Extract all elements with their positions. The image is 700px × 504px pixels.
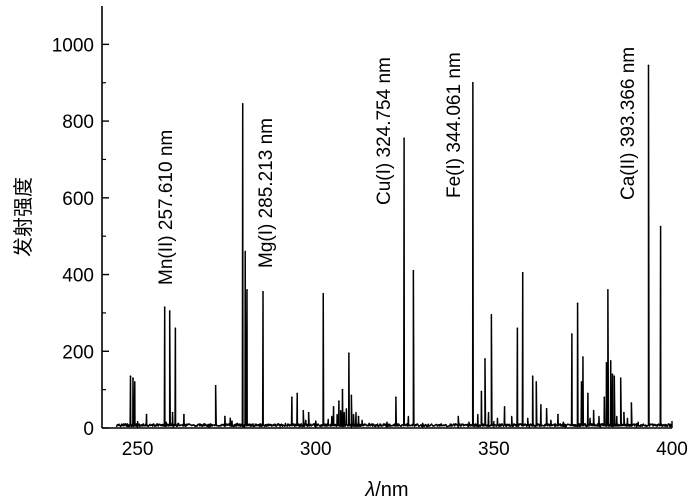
spectrum-peak [607,289,609,291]
spectrum-peak [332,406,335,408]
peak-annotation: Mn(II) 257.610 nm [156,130,177,285]
spectrum-peak [521,271,524,274]
spectrum-peak [302,409,305,412]
plot-area [115,64,673,428]
peak-annotation: Mg(I) 285.213 nm [256,118,277,268]
spectrum-peak [174,327,177,330]
spectrum-peak [587,392,589,395]
spectrum-peak [403,137,405,140]
spectrum-peak [531,375,534,378]
spectrum-peak [545,408,548,410]
spectrum-peak [350,394,353,397]
spectrum-peak [229,417,232,420]
y-tick-label: 200 [62,342,94,363]
spectrum-peak [659,225,662,228]
spectrum-peak [576,302,579,305]
spectrum-peak [623,411,625,414]
spectrum-peak [630,402,633,404]
spectrum-peak [605,361,608,364]
x-axis-title: λ/nm [364,479,408,501]
peak-annotation: Cu(I) 324.754 nm [374,57,395,205]
x-tick-label: 300 [300,439,332,460]
spectrum-peak [503,406,506,408]
annotations: Mn(II) 257.610 nm Mg(I) 285.213 nm Cu(I) 3… [156,47,639,285]
spectrum-peak [571,333,573,335]
spectrum-peak [338,400,340,402]
spectrum-peak [480,390,483,393]
y-ticks: 0 200 400 600 800 1000 [52,35,109,440]
peak-annotation: Fe(I) 344.061 nm [444,52,465,198]
y-tick-label: 400 [62,266,94,287]
spectrum-peak [163,306,166,308]
spectrum-peak [540,404,542,406]
spectrum-peak [244,250,247,253]
x-tick-label: 400 [656,439,688,460]
spectrum-peak [557,413,559,416]
y-tick-label: 800 [62,112,94,133]
spectrum-peak [224,415,226,418]
x-axis-title-symbol: λ [364,479,375,501]
spectrum-peak [395,396,397,399]
spectrum-peak [322,292,325,295]
spectrum-peak [611,373,614,376]
spectrum-peak [490,314,493,316]
peak-annotation: Ca(II) 393.366 nm [618,47,639,200]
spectrum-peak [214,385,217,387]
spectrum-peak [412,269,415,272]
spectrum-peak [516,327,519,330]
spectrum-peak [168,310,171,312]
spectrum-peak [484,358,486,360]
spectrum-peak [341,388,344,391]
x-ticks: 250 300 350 400 [122,421,688,460]
spectrum-peak [132,377,134,379]
spectrum-peak [603,396,606,399]
spectrum-peak [307,411,310,414]
spectrum-peak [580,381,583,383]
spectrum-peak [609,360,612,362]
spectrum-peak [133,381,136,383]
spectrum-peak [262,291,264,293]
spectrum-peak [145,413,148,416]
spectrum-peak [582,356,584,358]
spectrum-peak [183,413,185,416]
spectrum-peak [296,392,299,395]
spectrum-peak [472,81,474,84]
x-tick-label: 350 [478,439,510,460]
y-axis-title: 发射强度 [12,177,35,257]
spectrum-line [115,64,673,428]
spectrum-peak [647,64,650,67]
spectrum-peak [171,411,174,414]
spectrum-peak [241,103,244,105]
spectrum-peak [357,415,360,418]
spectrum-peak [129,375,132,378]
spectrum-peak [291,396,293,399]
x-axis-title-unit: /nm [375,479,408,501]
spectrum-peak [619,377,622,379]
spectrum-peak [457,415,460,418]
spectrum-peak [348,352,350,354]
spectrum-peak [535,381,538,383]
spectrum-peak [613,375,616,378]
y-tick-label: 0 [83,419,94,440]
y-tick-label: 1000 [52,35,94,56]
spectrum-peak [246,289,248,291]
x-tick-label: 250 [122,439,154,460]
spectrum-peak [592,409,595,412]
y-tick-label: 600 [62,189,94,210]
